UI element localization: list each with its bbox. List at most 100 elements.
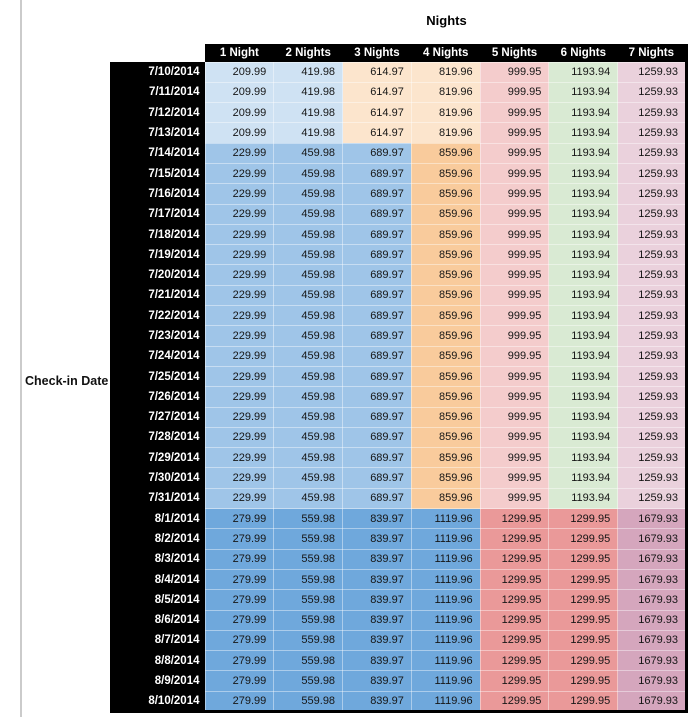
price-cell[interactable]: 1193.94 bbox=[548, 406, 619, 428]
price-cell[interactable]: 1193.94 bbox=[548, 102, 619, 124]
price-cell[interactable]: 279.99 bbox=[204, 690, 275, 714]
price-cell[interactable]: 1259.93 bbox=[617, 122, 688, 144]
price-cell[interactable]: 1193.94 bbox=[548, 264, 619, 286]
date-cell[interactable]: 7/16/2014 bbox=[110, 183, 205, 205]
price-cell[interactable]: 1119.96 bbox=[410, 548, 481, 570]
price-cell[interactable]: 614.97 bbox=[342, 81, 412, 104]
price-cell[interactable]: 1193.94 bbox=[548, 183, 619, 205]
price-cell[interactable]: 1193.94 bbox=[548, 426, 619, 449]
price-cell[interactable]: 459.98 bbox=[273, 386, 344, 408]
price-cell[interactable]: 279.99 bbox=[204, 568, 275, 591]
price-cell[interactable]: 1193.94 bbox=[548, 122, 619, 144]
price-cell[interactable]: 459.98 bbox=[273, 365, 344, 388]
price-cell[interactable]: 689.97 bbox=[342, 365, 412, 388]
price-cell[interactable]: 689.97 bbox=[342, 142, 412, 164]
price-cell[interactable]: 859.96 bbox=[410, 203, 481, 225]
price-cell[interactable]: 689.97 bbox=[342, 284, 412, 307]
date-cell[interactable]: 7/21/2014 bbox=[110, 285, 205, 306]
price-cell[interactable]: 279.99 bbox=[204, 609, 275, 631]
price-cell[interactable]: 1193.94 bbox=[548, 345, 619, 367]
price-cell[interactable]: 459.98 bbox=[273, 406, 344, 428]
date-cell[interactable]: 7/17/2014 bbox=[110, 204, 205, 225]
date-cell[interactable]: 7/19/2014 bbox=[110, 244, 205, 265]
price-cell[interactable]: 459.98 bbox=[273, 162, 344, 185]
price-cell[interactable]: 999.95 bbox=[479, 284, 550, 307]
price-cell[interactable]: 819.96 bbox=[410, 81, 481, 104]
price-cell[interactable]: 1299.95 bbox=[548, 528, 619, 550]
column-header-1-nights[interactable]: 1 Night bbox=[205, 44, 274, 62]
price-cell[interactable]: 209.99 bbox=[204, 81, 275, 104]
price-cell[interactable]: 1299.95 bbox=[479, 629, 550, 652]
date-cell[interactable]: 8/1/2014 bbox=[110, 508, 205, 529]
price-cell[interactable]: 1259.93 bbox=[617, 305, 688, 327]
price-cell[interactable]: 999.95 bbox=[479, 365, 550, 388]
price-cell[interactable]: 1193.94 bbox=[548, 447, 619, 469]
date-cell[interactable]: 8/5/2014 bbox=[110, 589, 205, 611]
price-cell[interactable]: 1119.96 bbox=[410, 568, 481, 591]
price-cell[interactable]: 999.95 bbox=[479, 223, 550, 246]
date-cell[interactable]: 8/7/2014 bbox=[110, 630, 205, 651]
price-cell[interactable]: 999.95 bbox=[479, 406, 550, 428]
price-cell[interactable]: 689.97 bbox=[342, 325, 412, 347]
price-cell[interactable]: 1259.93 bbox=[617, 223, 688, 246]
price-cell[interactable]: 689.97 bbox=[342, 264, 412, 286]
price-cell[interactable]: 999.95 bbox=[479, 264, 550, 286]
price-cell[interactable]: 1259.93 bbox=[617, 61, 688, 83]
price-cell[interactable]: 999.95 bbox=[479, 61, 550, 83]
price-cell[interactable]: 859.96 bbox=[410, 345, 481, 367]
price-cell[interactable]: 229.99 bbox=[204, 244, 275, 266]
price-cell[interactable]: 1299.95 bbox=[548, 548, 619, 570]
column-header-2-nights[interactable]: 2 Nights bbox=[273, 44, 343, 62]
price-cell[interactable]: 999.95 bbox=[479, 162, 550, 185]
price-cell[interactable]: 839.97 bbox=[342, 589, 412, 611]
column-header-7-nights[interactable]: 7 Nights bbox=[617, 44, 688, 62]
price-cell[interactable]: 229.99 bbox=[204, 183, 275, 205]
price-cell[interactable]: 419.98 bbox=[273, 81, 344, 104]
price-cell[interactable]: 559.98 bbox=[273, 629, 344, 652]
price-cell[interactable]: 859.96 bbox=[410, 325, 481, 347]
price-cell[interactable]: 1259.93 bbox=[617, 183, 688, 205]
price-cell[interactable]: 1193.94 bbox=[548, 142, 619, 164]
price-cell[interactable]: 689.97 bbox=[342, 386, 412, 408]
price-cell[interactable]: 459.98 bbox=[273, 223, 344, 246]
price-cell[interactable]: 559.98 bbox=[273, 690, 344, 714]
price-cell[interactable]: 689.97 bbox=[342, 467, 412, 489]
price-cell[interactable]: 999.95 bbox=[479, 345, 550, 367]
price-cell[interactable]: 279.99 bbox=[204, 589, 275, 611]
price-cell[interactable]: 1193.94 bbox=[548, 203, 619, 225]
price-cell[interactable]: 1259.93 bbox=[617, 426, 688, 449]
price-cell[interactable]: 839.97 bbox=[342, 568, 412, 591]
price-cell[interactable]: 1679.93 bbox=[617, 690, 688, 714]
price-cell[interactable]: 459.98 bbox=[273, 325, 344, 347]
price-cell[interactable]: 614.97 bbox=[342, 122, 412, 144]
date-cell[interactable]: 7/22/2014 bbox=[110, 305, 205, 326]
price-cell[interactable]: 459.98 bbox=[273, 487, 344, 510]
price-cell[interactable]: 1259.93 bbox=[617, 142, 688, 164]
price-cell[interactable]: 459.98 bbox=[273, 426, 344, 449]
price-cell[interactable]: 859.96 bbox=[410, 447, 481, 469]
price-cell[interactable]: 1299.95 bbox=[479, 568, 550, 591]
price-cell[interactable]: 839.97 bbox=[342, 690, 412, 714]
price-cell[interactable]: 1299.95 bbox=[479, 548, 550, 570]
date-cell[interactable]: 7/31/2014 bbox=[110, 488, 205, 509]
price-cell[interactable]: 1299.95 bbox=[479, 609, 550, 631]
date-cell[interactable]: 8/6/2014 bbox=[110, 610, 205, 631]
date-cell[interactable]: 8/10/2014 bbox=[110, 691, 205, 714]
price-cell[interactable]: 1193.94 bbox=[548, 386, 619, 408]
price-cell[interactable]: 209.99 bbox=[204, 122, 275, 144]
date-cell[interactable]: 7/28/2014 bbox=[110, 427, 205, 448]
price-cell[interactable]: 1259.93 bbox=[617, 447, 688, 469]
price-cell[interactable]: 859.96 bbox=[410, 183, 481, 205]
price-cell[interactable]: 1193.94 bbox=[548, 223, 619, 246]
date-cell[interactable]: 7/26/2014 bbox=[110, 386, 205, 408]
price-cell[interactable]: 1119.96 bbox=[410, 650, 481, 672]
price-cell[interactable]: 559.98 bbox=[273, 508, 344, 530]
price-cell[interactable]: 614.97 bbox=[342, 61, 412, 83]
price-cell[interactable]: 209.99 bbox=[204, 61, 275, 83]
price-cell[interactable]: 859.96 bbox=[410, 244, 481, 266]
price-cell[interactable]: 1299.95 bbox=[548, 690, 619, 714]
price-cell[interactable]: 859.96 bbox=[410, 223, 481, 246]
price-cell[interactable]: 1259.93 bbox=[617, 325, 688, 347]
price-cell[interactable]: 999.95 bbox=[479, 305, 550, 327]
price-cell[interactable]: 1259.93 bbox=[617, 102, 688, 124]
